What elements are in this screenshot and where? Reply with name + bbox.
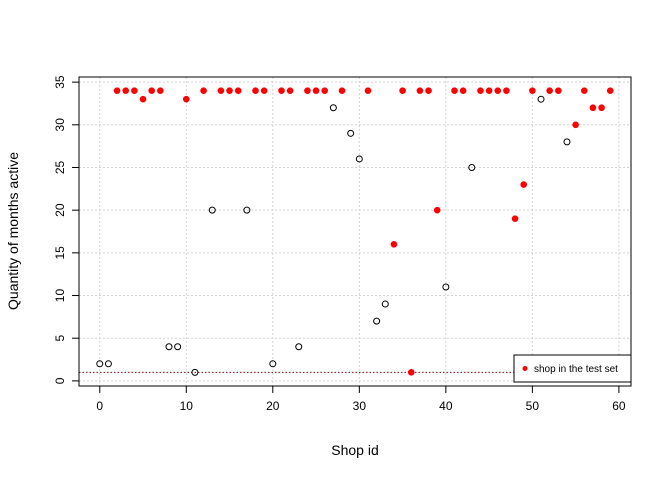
data-point-other-shop	[537, 95, 545, 103]
data-point-other-shop	[96, 360, 104, 368]
data-point-test-shop	[122, 87, 130, 94]
x-tick-label: 10	[180, 399, 194, 413]
data-point-test-shop	[157, 87, 164, 94]
data-point-other-shop	[355, 155, 363, 163]
x-tick-label: 60	[612, 399, 626, 413]
data-point-test-shop	[321, 87, 329, 94]
data-point-other-shop	[269, 360, 277, 368]
data-point-other-shop	[347, 129, 355, 137]
data-point-other-shop	[381, 300, 389, 308]
data-point-test-shop	[503, 87, 510, 94]
x-tick-label: 50	[526, 399, 540, 413]
data-point-test-shop	[226, 87, 233, 94]
plot-frame	[78, 76, 632, 387]
data-point-test-shop	[139, 95, 147, 103]
data-point-other-shop	[563, 138, 571, 146]
data-point-test-shop	[485, 87, 493, 94]
data-point-test-shop	[529, 87, 536, 94]
data-point-test-shop	[182, 95, 190, 103]
data-point-test-shop	[598, 104, 605, 112]
data-point-other-shop	[165, 343, 173, 351]
data-point-test-shop	[511, 215, 519, 222]
data-point-other-shop	[329, 104, 337, 112]
y-tick-label: 35	[53, 75, 67, 89]
legend: shop in the test set	[513, 354, 632, 383]
data-point-other-shop	[104, 360, 112, 368]
grid-lines	[79, 77, 631, 386]
data-point-test-shop	[572, 121, 579, 129]
data-point-test-shop	[606, 87, 614, 94]
data-point-test-shop	[477, 87, 484, 94]
y-tick-label: 25	[53, 160, 67, 174]
x-tick-label: 20	[266, 399, 280, 413]
x-axis-title: Shop id	[331, 442, 378, 458]
data-point-test-shop	[451, 87, 458, 94]
data-point-other-shop	[373, 317, 381, 325]
data-point-test-shop	[217, 87, 225, 94]
data-point-test-shop	[555, 87, 562, 94]
x-tick-label: 0	[96, 399, 103, 413]
data-point-other-shop	[243, 206, 251, 214]
data-points	[96, 87, 614, 376]
data-point-other-shop	[208, 206, 216, 214]
x-tick-label: 30	[353, 399, 367, 413]
data-point-test-shop	[304, 87, 311, 94]
y-axis: 0 5 10 15 20 25 30 35	[53, 75, 80, 384]
data-point-test-shop	[252, 87, 259, 94]
data-point-test-shop	[589, 104, 597, 112]
data-point-test-shop	[520, 181, 528, 188]
y-tick-label: 10	[53, 289, 67, 303]
data-point-test-shop	[364, 87, 372, 94]
legend-marker-test-shop	[522, 366, 528, 371]
data-point-test-shop	[425, 87, 432, 94]
data-point-other-shop	[442, 283, 450, 291]
legend-box	[513, 354, 632, 383]
data-point-test-shop	[234, 87, 242, 94]
data-point-test-shop	[390, 241, 398, 248]
data-point-test-shop	[407, 369, 415, 376]
data-point-test-shop	[286, 87, 294, 94]
data-point-test-shop	[546, 87, 553, 94]
x-axis: 0 10 20 30 40 50 60	[96, 385, 626, 413]
x-tick-label: 40	[439, 399, 453, 413]
y-tick-label: 5	[53, 335, 67, 342]
data-point-test-shop	[416, 87, 424, 94]
data-point-test-shop	[338, 87, 346, 94]
data-point-test-shop	[580, 87, 588, 94]
data-point-test-shop	[113, 87, 121, 94]
legend-label-test-shop: shop in the test set	[534, 364, 618, 375]
y-tick-label: 20	[53, 203, 67, 217]
data-point-test-shop	[399, 87, 406, 94]
data-point-other-shop	[191, 368, 199, 376]
y-tick-label: 0	[53, 377, 67, 384]
data-point-test-shop	[459, 87, 467, 94]
y-tick-label: 15	[53, 246, 67, 260]
data-point-test-shop	[278, 87, 285, 94]
data-point-test-shop	[148, 87, 155, 94]
data-point-other-shop	[174, 343, 182, 351]
data-point-test-shop	[494, 87, 502, 94]
data-point-test-shop	[200, 87, 207, 94]
data-point-test-shop	[260, 87, 268, 94]
y-tick-label: 30	[53, 118, 67, 132]
data-point-test-shop	[312, 87, 320, 94]
data-point-test-shop	[131, 87, 138, 94]
data-point-other-shop	[295, 343, 303, 351]
data-point-other-shop	[468, 163, 476, 171]
data-point-test-shop	[433, 206, 441, 214]
y-axis-title: Quantity of months active	[5, 152, 21, 310]
